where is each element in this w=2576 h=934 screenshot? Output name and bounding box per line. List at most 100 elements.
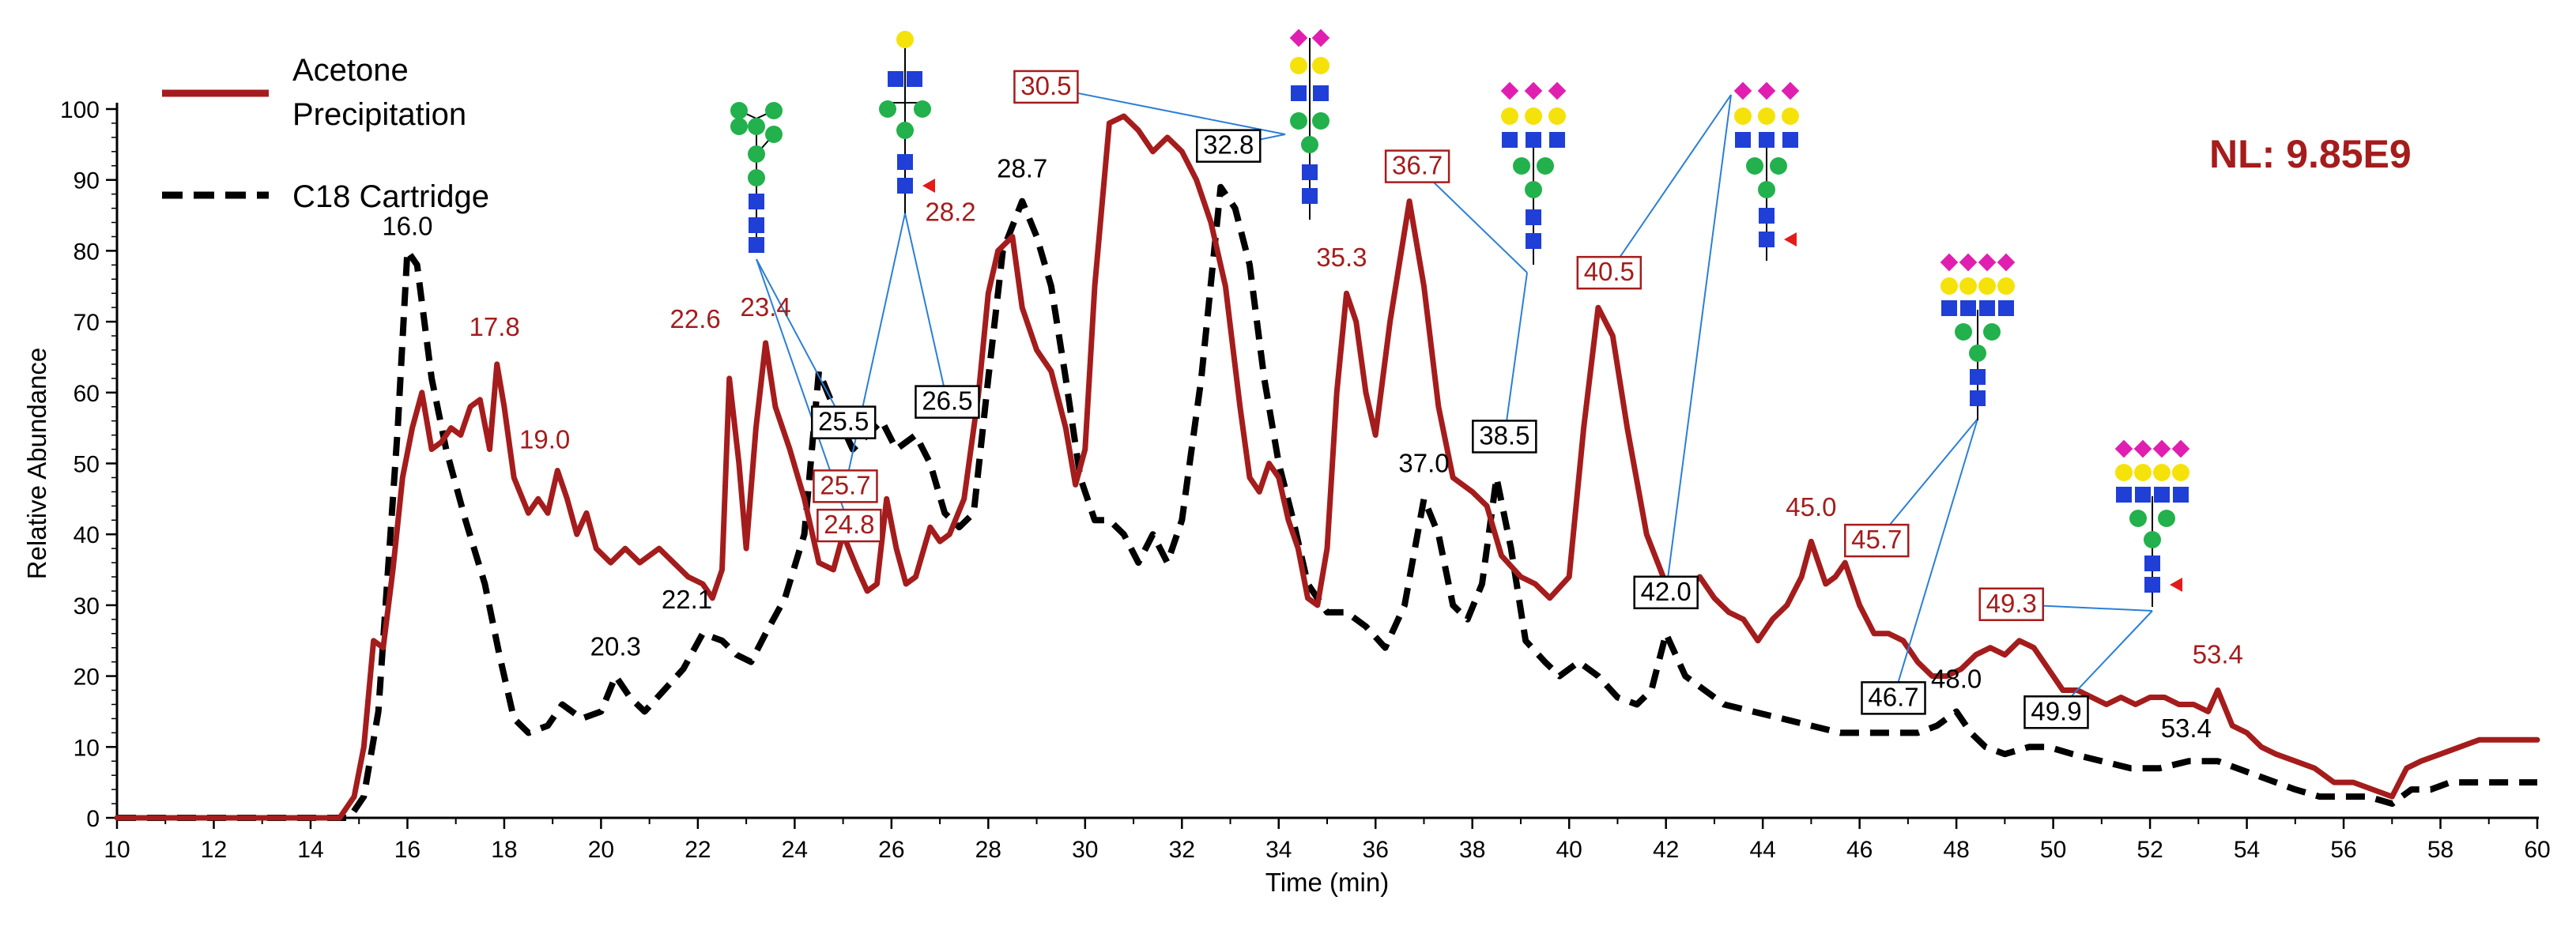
callout-line (844, 213, 906, 487)
peak-label-22-6: 22.6 (670, 304, 721, 333)
peak-label-text: 36.7 (1392, 151, 1443, 180)
x-tick-label: 12 (201, 837, 227, 863)
axes: 10 12 14 16 18 20 22 24 26 28 30 32 34 36 38 40 42 44 46 48… (22, 97, 2551, 897)
callout-line (1892, 418, 1978, 699)
peak-label-box (1196, 129, 1262, 163)
y-tick-label: 70 (74, 310, 100, 336)
callout-line (1608, 94, 1732, 273)
x-tick-label: 56 (2330, 837, 2356, 863)
peak-label-text: 49.9 (2031, 696, 2081, 725)
x-tick-label: 28 (975, 837, 1001, 863)
nl-annotation: NL: 9.85E9 (2209, 132, 2412, 176)
tetraantennary-sialylated-fucosylated-glycan-icon (2114, 439, 2190, 607)
peak-label-box (2023, 695, 2089, 729)
peak-label-text: 49.3 (1986, 589, 2037, 618)
peak-label-28-7: 28.7 (997, 154, 1047, 183)
x-tick-label: 58 (2427, 837, 2453, 863)
peak-label-16-0: 16.0 (382, 211, 432, 240)
legend-label-c18: C18 Cartridge (292, 179, 489, 214)
peak-label-text: 19.0 (519, 424, 570, 454)
peak-label-17-8: 17.8 (470, 312, 520, 341)
y-tick-label: 100 (60, 97, 100, 123)
peak-label-text: 25.7 (820, 470, 870, 499)
peak-label-text: 25.5 (818, 407, 869, 436)
y-tick-label: 60 (74, 381, 100, 407)
peak-label-53-4: 53.4 (2161, 714, 2212, 743)
peak-label-24-8: 24.8 (817, 508, 882, 543)
peak-label-25-7: 25.7 (813, 469, 878, 503)
peak-label-box (1576, 255, 1643, 290)
peak-label-text: 38.5 (1479, 420, 1529, 450)
peak-label-box (817, 508, 882, 543)
y-tick-label: 40 (74, 522, 100, 548)
peak-label-19-0: 19.0 (519, 424, 570, 454)
peak-label-box (1472, 420, 1537, 454)
peak-label-46-7: 46.7 (1861, 681, 1926, 715)
y-tick-label: 80 (74, 239, 100, 265)
x-tick-label: 30 (1072, 837, 1098, 863)
peak-label-text: 28.7 (997, 154, 1047, 183)
y-tick-label: 0 (86, 806, 100, 832)
x-tick-label: 42 (1653, 837, 1679, 863)
x-tick-label: 24 (782, 837, 808, 863)
x-tick-label: 38 (1459, 837, 1485, 863)
x-tick-label: 52 (2137, 837, 2163, 863)
series-line-c18-cartridge (117, 183, 2537, 821)
peak-label-text: 23.4 (740, 292, 790, 322)
x-tick-label: 34 (1265, 837, 1292, 863)
callout-line (2055, 610, 2153, 713)
glycan-callout-lines (756, 85, 2153, 713)
x-tick-label: 20 (588, 837, 614, 863)
x-tick-label: 36 (1363, 837, 1389, 863)
peak-label-text: 22.6 (670, 304, 721, 333)
y-tick-label: 90 (74, 168, 100, 194)
peak-label-49-9: 49.9 (2023, 695, 2089, 729)
peak-label-text: 28.2 (925, 197, 975, 226)
x-tick-label: 48 (1943, 837, 1969, 863)
peak-label-text: 22.1 (662, 585, 712, 614)
peak-label-box (915, 385, 980, 419)
biantennary-sialylated-glycan-icon (1289, 28, 1330, 220)
tetraantennary-sialylated-glycan-icon (1940, 253, 2016, 420)
peak-label-text: 48.0 (1931, 664, 1982, 693)
peak-label-42-0: 42.0 (1633, 575, 1699, 610)
peak-label-35-3: 35.3 (1316, 243, 1367, 272)
peak-label-box (1633, 575, 1699, 610)
triantennary-sialylated-glycan-icon (1500, 81, 1567, 265)
peak-label-22-1: 22.1 (662, 585, 712, 614)
peak-labels: 16.0 17.8 19.0 20.3 22.1 22.6 23.4 24.8 25.7 25.5… (382, 70, 2243, 743)
peak-label-text: 26.5 (922, 386, 972, 416)
peak-label-20-3: 20.3 (590, 632, 641, 661)
peak-label-32-8: 32.8 (1196, 129, 1262, 163)
y-tick-label: 10 (74, 735, 100, 761)
x-tick-label: 10 (104, 837, 130, 863)
x-tick-label: 14 (297, 837, 323, 863)
peak-label-48-0: 48.0 (1931, 664, 1982, 693)
x-tick-label: 60 (2524, 837, 2550, 863)
peak-label-box (1844, 523, 1910, 558)
peak-label-text: 16.0 (382, 211, 432, 240)
x-tick-label: 44 (1749, 837, 1775, 863)
high-mannose-glycan-icon (730, 102, 783, 253)
x-axis-title: Time (min) (1265, 868, 1389, 897)
peak-label-text: 17.8 (470, 312, 520, 341)
peak-label-text: 46.7 (1868, 682, 1918, 711)
callout-line (1416, 165, 1528, 273)
peak-label-box (1861, 681, 1926, 715)
y-tick-label: 50 (74, 452, 100, 478)
peak-label-box (813, 469, 878, 503)
peak-label-text: 32.8 (1203, 130, 1254, 160)
x-tick-label: 50 (2040, 837, 2066, 863)
triantennary-sialylated-fucosylated-glycan-icon (1733, 81, 1800, 261)
peak-label-49-3: 49.3 (1978, 587, 2044, 621)
peak-label-text: 20.3 (590, 632, 641, 661)
peak-label-45-0: 45.0 (1786, 492, 1836, 522)
y-tick-label: 30 (74, 593, 100, 620)
peak-label-text: 53.4 (2193, 640, 2243, 669)
peak-label-23-4: 23.4 (740, 292, 790, 322)
peak-label-25-5: 25.5 (810, 405, 877, 439)
callout-line (1046, 85, 1286, 135)
peak-label-box (1384, 149, 1450, 183)
peak-label-box (1978, 587, 2044, 621)
